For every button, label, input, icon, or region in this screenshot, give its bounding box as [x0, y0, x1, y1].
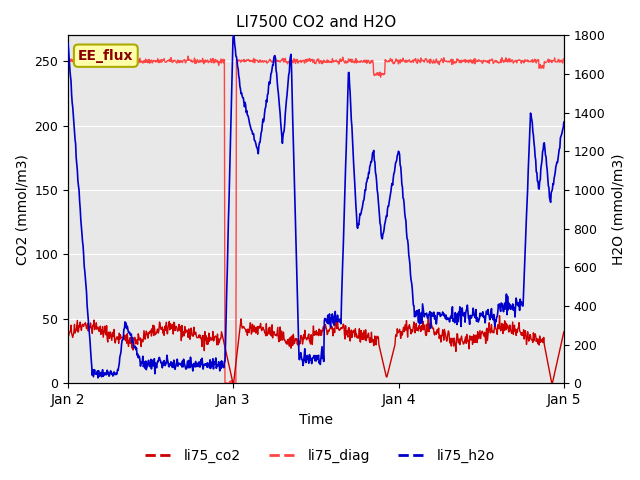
- Y-axis label: H2O (mmol/m3): H2O (mmol/m3): [611, 154, 625, 265]
- X-axis label: Time: Time: [299, 413, 333, 427]
- Legend: li75_co2, li75_diag, li75_h2o: li75_co2, li75_diag, li75_h2o: [140, 443, 500, 468]
- Title: LI7500 CO2 and H2O: LI7500 CO2 and H2O: [236, 15, 396, 30]
- Text: EE_flux: EE_flux: [78, 48, 134, 63]
- Y-axis label: CO2 (mmol/m3): CO2 (mmol/m3): [15, 154, 29, 265]
